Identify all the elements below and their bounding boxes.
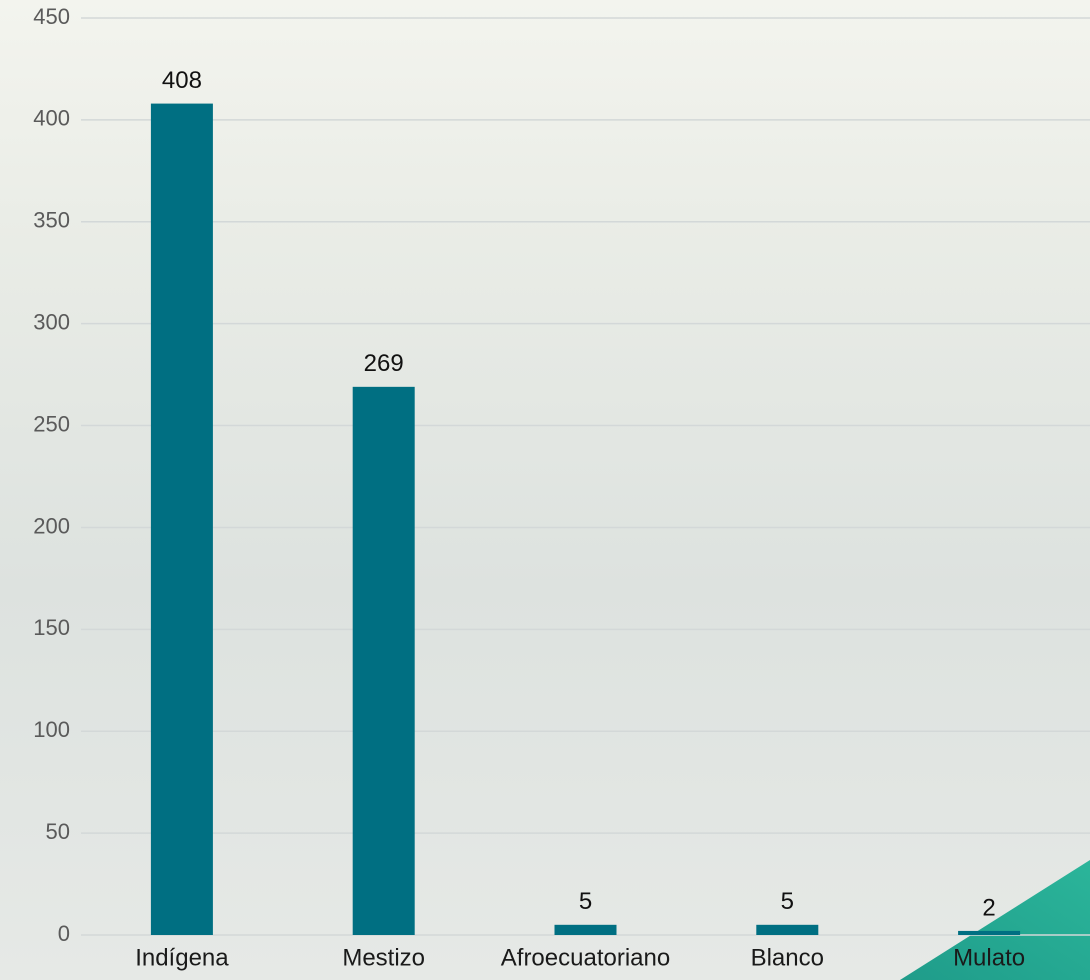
x-tick-label: Mestizo [342, 944, 425, 971]
bar [554, 924, 617, 935]
y-tick-label: 100 [33, 717, 70, 742]
y-tick-label: 200 [33, 513, 70, 538]
value-label: 269 [364, 350, 404, 377]
bar [756, 924, 819, 935]
y-tick-label: 450 [33, 4, 70, 29]
bar [150, 103, 213, 935]
value-label: 5 [579, 888, 592, 915]
value-label: 5 [781, 888, 794, 915]
y-tick-label: 0 [58, 921, 70, 946]
bar [958, 930, 1021, 935]
x-tick-label: Mulato [953, 944, 1025, 971]
value-label: 408 [162, 67, 202, 94]
x-tick-label: Blanco [751, 944, 824, 971]
y-tick-label: 400 [33, 106, 70, 131]
y-tick-label: 300 [33, 309, 70, 334]
value-label: 2 [982, 894, 995, 921]
y-tick-label: 250 [33, 411, 70, 436]
corner-decoration [900, 860, 1090, 980]
y-tick-label: 350 [33, 208, 70, 233]
y-tick-label: 150 [33, 615, 70, 640]
bar [352, 386, 415, 935]
y-tick-label: 50 [46, 819, 70, 844]
x-tick-label: Indígena [135, 944, 229, 971]
x-tick-label: Afroecuatoriano [501, 944, 670, 971]
